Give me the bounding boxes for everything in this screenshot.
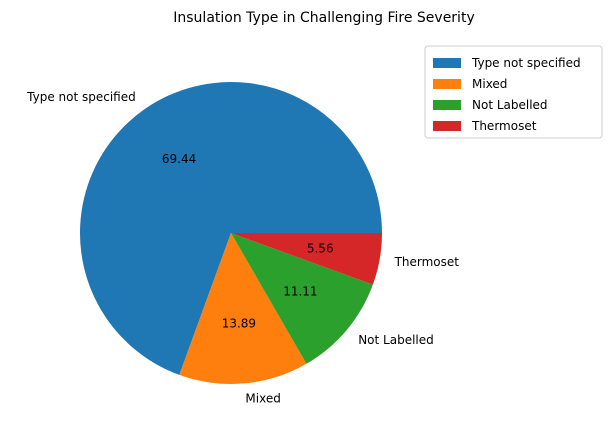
legend-swatch-mixed — [433, 79, 461, 89]
legend-label-thermoset: Thermoset — [471, 119, 537, 133]
pie-slice-mixed — [179, 233, 307, 384]
slice-value-label-mixed: 13.89 — [222, 316, 256, 330]
legend-label-not-labelled: Not Labelled — [472, 98, 548, 112]
slice-category-label-type-not-specified: Type not specified — [26, 90, 136, 104]
slice-category-label-mixed: Mixed — [245, 391, 280, 405]
legend-swatch-type-not-specified — [433, 58, 461, 68]
legend: Type not specified Mixed Not Labelled Therm… — [424, 45, 603, 139]
slice-value-label-not-labelled: 11.11 — [283, 284, 317, 298]
pie-slices — [80, 81, 383, 384]
pie-slice-type-not-specified — [80, 81, 383, 375]
slice-value-label-thermoset: 5.56 — [307, 242, 334, 256]
legend-label-mixed: Mixed — [472, 77, 507, 91]
chart-title: Insulation Type in Challenging Fire Seve… — [173, 10, 474, 26]
legend-swatch-not-labelled — [433, 100, 461, 110]
pie-slice-thermoset — [231, 233, 382, 285]
slice-value-label-type-not-specified: 69.44 — [162, 152, 196, 166]
slice-category-label-not-labelled: Not Labelled — [358, 333, 434, 347]
legend-swatch-thermoset — [433, 121, 461, 131]
slice-category-label-thermoset: Thermoset — [394, 255, 460, 269]
pie-labels: 69.44 Type not specified 13.89 Mixed 11.11 No… — [26, 90, 459, 406]
legend-label-type-not-specified: Type not specified — [471, 56, 581, 70]
legend-frame — [424, 45, 603, 139]
pie-slice-not-labelled — [231, 233, 373, 364]
